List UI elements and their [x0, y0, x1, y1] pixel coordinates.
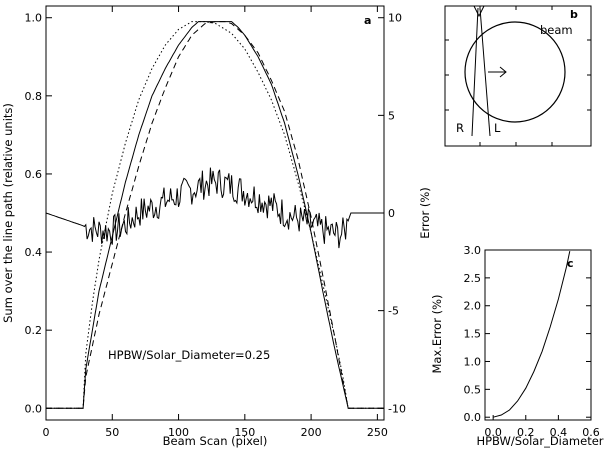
panel-a-x-tick-label: 250: [367, 426, 388, 439]
v-marker: [473, 5, 485, 18]
panel-c-y-tick-label: 0.5: [464, 383, 482, 396]
panel-c-y-tick-label: 2.5: [464, 272, 482, 285]
line-path-l: [479, 7, 491, 137]
arrow-head-icon: [499, 66, 507, 78]
panel-a-right-label: Error (%): [418, 187, 432, 239]
panel-c-x-axis: 0.0 0.2 0.4 0.6: [484, 415, 600, 439]
panel-c-y-tick-label: 1.5: [464, 328, 482, 341]
l-label: L: [494, 121, 501, 135]
panel-c-y-tick-label: 3.0: [464, 244, 482, 257]
panel-c-y-tick-label: 1.0: [464, 355, 482, 368]
series-dashed: [46, 21, 384, 409]
line-path-r: [471, 7, 479, 137]
panel-a-right-tick-label: 10: [388, 12, 402, 25]
panel-c-x-tick-label: 0.6: [582, 426, 600, 439]
panel-a-left-tick-label: 0.8: [25, 90, 43, 103]
panel-a-x-tick-label: 100: [168, 426, 189, 439]
panel-a-right-tick-label: 0: [388, 207, 395, 220]
panel-a-x-tick-label: 200: [301, 426, 322, 439]
panel-c-y-tick-label: 2.0: [464, 300, 482, 313]
series-solid-noisy: [45, 167, 384, 249]
panel-a-annotation: HPBW/Solar_Diameter=0.25: [108, 348, 270, 362]
panel-a-x-tick-label: 150: [234, 426, 255, 439]
panel-c-frame: [484, 249, 592, 421]
panel-a-left-tick-label: 1.0: [25, 12, 43, 25]
panel-c-x-tick-label: 0.0: [484, 426, 502, 439]
panel-c-series: [493, 250, 571, 418]
panel-a-right-tick-label: -5: [388, 305, 399, 318]
panel-b-ticks: [445, 6, 591, 146]
panel-c-x-tick-label: 0.2: [517, 426, 535, 439]
panel-a-right-tick-label: -10: [388, 402, 406, 415]
panel-a-x-axis: 0 50 100 150 200 250: [43, 6, 388, 439]
panel-b-frame: [444, 5, 592, 147]
panel-c-x-label: HPBW/Solar_Diameter: [476, 434, 603, 448]
panel-c-letter: c: [567, 257, 574, 270]
panel-b-letter: b: [570, 8, 578, 21]
panel-c-y-tick-label: 0.0: [464, 411, 482, 424]
panel-a-series: [45, 21, 384, 409]
beam-circle: [464, 21, 566, 123]
panel-a-letter: a: [364, 14, 371, 27]
panel-c-x-tick-label: 0.4: [550, 426, 568, 439]
max-error-curve: [493, 250, 571, 418]
panel-c-y-axis: 0.0 0.5 1.0 1.5 2.0 2.5 3.0: [464, 244, 591, 424]
panel-a-x-tick-label: 0: [43, 426, 50, 439]
panel-a-x-label: Beam Scan (pixel): [163, 434, 268, 448]
panel-a-right-tick-label: 5: [388, 109, 395, 122]
panel-a-left-label: Sum over the line path (relative units): [1, 103, 15, 323]
panel-a-x-tick-label: 50: [105, 426, 119, 439]
panel-a-left-tick-label: 0.4: [25, 246, 43, 259]
panel-a-left-tick-label: 0.6: [25, 168, 43, 181]
beam-label: beam: [540, 23, 573, 37]
panel-a-left-tick-label: 0.2: [25, 324, 43, 337]
panel-a-left-tick-label: 0.0: [25, 402, 43, 415]
r-label: R: [456, 121, 464, 135]
panel-c-y-label: Max.Error (%): [430, 294, 444, 373]
